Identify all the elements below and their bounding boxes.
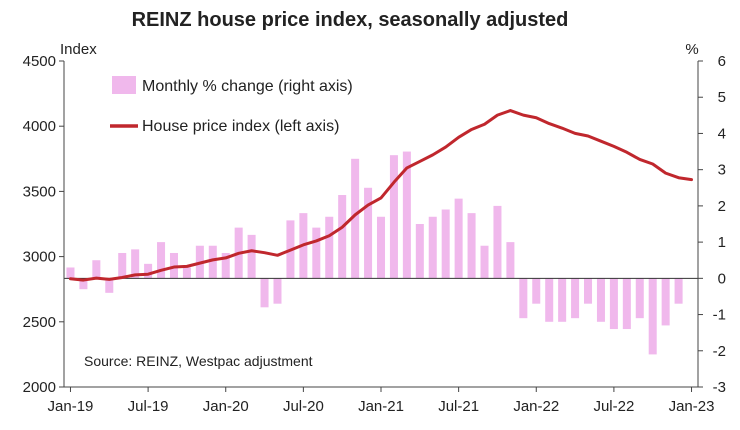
legend-line-label: House price index (left axis) bbox=[142, 118, 339, 135]
bar-May-22 bbox=[584, 278, 593, 304]
bar-Nov-21 bbox=[506, 242, 515, 279]
bar-May-21 bbox=[428, 216, 437, 279]
left-tick-label-2500: 2500 bbox=[23, 314, 56, 331]
chart-title: REINZ house price index, seasonally adju… bbox=[132, 9, 569, 31]
source-note: Source: REINZ, Westpac adjustment bbox=[84, 353, 313, 369]
bar-Jun-19 bbox=[131, 249, 140, 279]
bar-Aug-19 bbox=[157, 242, 166, 279]
bar-Dec-19 bbox=[208, 245, 217, 279]
bar-Jun-21 bbox=[441, 209, 450, 279]
right-tick-label-6: 6 bbox=[718, 53, 726, 70]
house-price-index-line bbox=[68, 109, 694, 282]
bar-Sep-21 bbox=[480, 245, 489, 279]
bar-Jul-21 bbox=[454, 198, 463, 279]
left-tick-label-3500: 3500 bbox=[23, 183, 56, 200]
bar-Sep-20 bbox=[325, 216, 334, 279]
x-tick-label-Jul-22: Jul-22 bbox=[593, 398, 634, 415]
bar-Jan-21 bbox=[376, 216, 386, 279]
bar-Jan-22 bbox=[532, 278, 541, 304]
x-tick-label-Jul-21: Jul-21 bbox=[438, 398, 479, 415]
bar-Apr-21 bbox=[415, 224, 424, 279]
bar-Oct-21 bbox=[493, 205, 502, 279]
right-tick-label-4: 4 bbox=[718, 125, 726, 142]
bar-May-20 bbox=[273, 278, 282, 304]
bar-Oct-22 bbox=[648, 278, 657, 355]
bar-Oct-19 bbox=[182, 267, 191, 279]
left-tick-label-3000: 3000 bbox=[23, 249, 56, 266]
bar-Feb-22 bbox=[545, 278, 554, 322]
x-tick-label-Jan-20: Jan-20 bbox=[203, 398, 249, 415]
bar-Dec-20 bbox=[364, 187, 373, 279]
bar-Mar-21 bbox=[402, 151, 411, 279]
right-tick-label-2: 2 bbox=[718, 198, 726, 215]
right-tick-label-5: 5 bbox=[718, 89, 726, 106]
bar-Oct-20 bbox=[338, 195, 347, 279]
right-tick-label-1: 1 bbox=[718, 234, 726, 251]
bar-Feb-21 bbox=[389, 155, 398, 279]
bar-Aug-22 bbox=[622, 278, 631, 330]
right-tick-label-0: 0 bbox=[718, 270, 726, 287]
plot-layer: 2000 2500 3000 3500 4000 4500 -3 -2 -1 0 1 2 3 4 5 6 Jan… bbox=[23, 53, 726, 415]
right-axis-unit: % bbox=[685, 41, 698, 58]
x-tick-label-Jan-23: Jan-23 bbox=[669, 398, 715, 415]
bar-Mar-22 bbox=[558, 278, 567, 322]
bar-Mar-19 bbox=[92, 260, 101, 279]
bar-Apr-22 bbox=[571, 278, 580, 319]
right-tick-label-3: 3 bbox=[718, 162, 726, 179]
x-tick-label-Jul-19: Jul-19 bbox=[128, 398, 169, 415]
bar-Jan-20 bbox=[221, 252, 230, 279]
bar-Mar-20 bbox=[247, 234, 256, 279]
right-tick-label--1: -1 bbox=[713, 307, 726, 324]
bar-Aug-21 bbox=[467, 213, 476, 279]
bar-Jan-19 bbox=[66, 267, 75, 279]
bar-Sep-22 bbox=[635, 278, 644, 319]
legend: Monthly % change (right axis) House pric… bbox=[110, 76, 353, 135]
right-tick-label--3: -3 bbox=[713, 379, 726, 396]
bar-Jul-19 bbox=[144, 263, 153, 279]
bar-Aug-20 bbox=[312, 227, 321, 279]
bar-Dec-21 bbox=[519, 278, 528, 319]
left-axis-unit: Index bbox=[60, 41, 97, 58]
bar-Jul-22 bbox=[609, 278, 618, 330]
legend-bar-label: Monthly % change (right axis) bbox=[142, 78, 353, 95]
bar-Nov-22 bbox=[661, 278, 670, 326]
left-tick-label-4000: 4000 bbox=[23, 118, 56, 135]
bar-Dec-22 bbox=[674, 278, 683, 304]
right-tick-label--2: -2 bbox=[713, 343, 726, 360]
x-tick-label-Jan-22: Jan-22 bbox=[513, 398, 559, 415]
x-tick-label-Jan-19: Jan-19 bbox=[48, 398, 94, 415]
bar-Apr-19 bbox=[105, 278, 114, 293]
left-tick-label-2000: 2000 bbox=[23, 379, 56, 396]
bar-Nov-20 bbox=[351, 158, 360, 279]
x-tick-label-Jul-20: Jul-20 bbox=[283, 398, 324, 415]
legend-bar-swatch bbox=[112, 76, 136, 94]
bar-Apr-20 bbox=[260, 278, 269, 308]
left-tick-label-4500: 4500 bbox=[23, 53, 56, 70]
bar-May-19 bbox=[118, 252, 127, 279]
bar-Jun-22 bbox=[596, 278, 605, 322]
bar-Feb-19 bbox=[79, 278, 88, 290]
x-tick-label-Jan-21: Jan-21 bbox=[358, 398, 404, 415]
